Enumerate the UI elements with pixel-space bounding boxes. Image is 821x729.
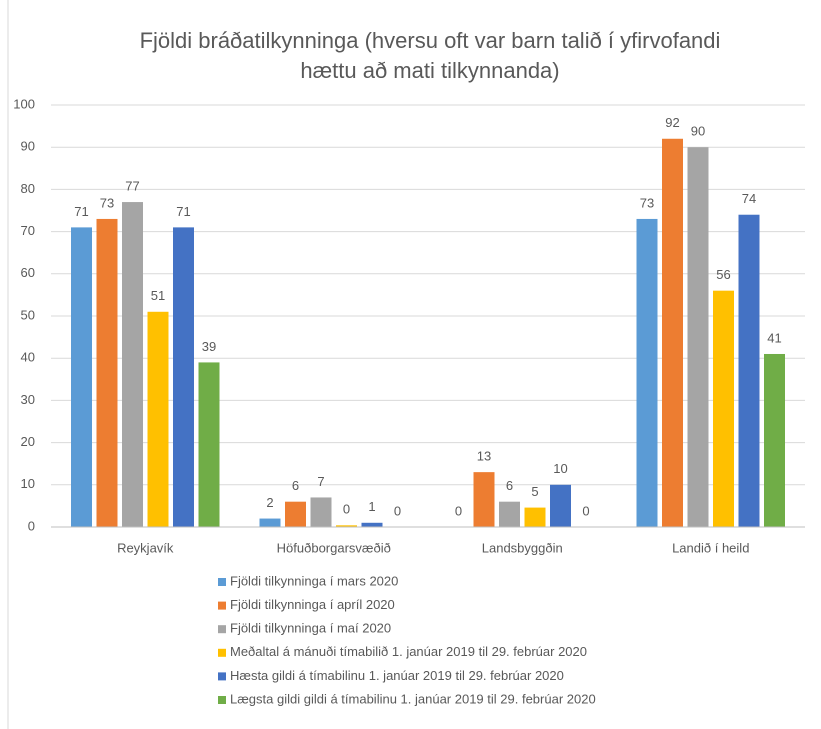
legend-swatch: [218, 578, 226, 586]
y-tick-label: 10: [21, 476, 35, 491]
data-label: 77: [125, 178, 139, 193]
data-label: 39: [202, 339, 216, 354]
bar: [524, 507, 546, 527]
y-tick-label: 60: [21, 265, 35, 280]
data-label: 71: [74, 204, 88, 219]
data-label: 5: [531, 484, 538, 499]
y-tick-label: 20: [21, 434, 35, 449]
bar: [687, 147, 709, 527]
data-label: 73: [640, 195, 654, 210]
legend-swatch: [218, 601, 226, 610]
bar: [122, 202, 143, 527]
bar: [499, 501, 520, 527]
legend-swatch: [218, 672, 226, 681]
legend-label: Fjöldi tilkynninga í apríl 2020: [230, 597, 395, 612]
data-label: 6: [292, 478, 299, 493]
legend-swatch: [218, 648, 226, 657]
legend-label: Meðaltal á mánuði tímabilið 1. janúar 20…: [230, 644, 587, 659]
bar: [198, 362, 220, 527]
bar: [738, 214, 760, 527]
data-label: 56: [716, 267, 730, 282]
data-label: 1: [368, 499, 375, 514]
bar: [764, 353, 785, 527]
data-label: 71: [176, 204, 190, 219]
x-tick-label: Landsbyggðin: [482, 540, 563, 555]
data-label: 74: [742, 191, 756, 206]
y-tick-label: 40: [21, 350, 35, 365]
data-label: 51: [151, 288, 165, 303]
y-tick-label: 70: [21, 223, 35, 238]
bar: [713, 290, 734, 527]
bar: [550, 484, 571, 527]
data-label: 0: [455, 503, 462, 518]
data-label: 10: [553, 461, 567, 476]
data-label: 92: [665, 115, 679, 130]
x-tick-label: Landið í heild: [672, 540, 749, 555]
legend-label: Hæsta gildi á tímabilinu 1. janúar 2019 …: [230, 668, 564, 683]
bar: [473, 472, 495, 527]
bar: [310, 497, 332, 527]
legend-label: Fjöldi tilkynninga í mars 2020: [230, 573, 398, 588]
data-label: 13: [477, 449, 491, 464]
bar: [636, 218, 658, 527]
bar: [361, 522, 383, 527]
x-tick-label: Höfuðborgarsvæðið: [277, 540, 391, 555]
bar: [147, 311, 169, 527]
legend-label: Lægsta gildi gildi á tímabilinu 1. janúa…: [230, 691, 596, 706]
bar: [173, 227, 194, 527]
bar: [662, 138, 683, 527]
data-label: 0: [582, 503, 589, 518]
legend-swatch: [218, 696, 226, 704]
y-tick-label: 30: [21, 392, 35, 407]
bar: [259, 518, 281, 527]
y-tick-label: 80: [21, 181, 35, 196]
data-label: 2: [266, 495, 273, 510]
y-tick-label: 90: [21, 139, 35, 154]
chart-title: Fjöldi bráðatilkynninga (hversu oft var …: [140, 28, 721, 53]
data-label: 41: [767, 330, 781, 345]
data-label: 90: [691, 124, 705, 139]
bar: [285, 501, 306, 527]
bar: [71, 227, 92, 527]
x-tick-label: Reykjavík: [117, 540, 174, 555]
y-tick-label: 0: [28, 518, 35, 533]
data-label: 73: [100, 195, 114, 210]
data-label: 6: [506, 478, 513, 493]
bar: [96, 218, 118, 527]
legend-swatch: [218, 625, 226, 634]
data-label: 0: [343, 502, 350, 517]
bar: [336, 525, 357, 527]
legend-label: Fjöldi tilkynninga í maí 2020: [230, 621, 391, 636]
data-label: 0: [394, 503, 401, 518]
chart-title: hættu að mati tilkynnanda): [300, 58, 559, 83]
data-label: 7: [317, 474, 324, 489]
y-tick-label: 100: [13, 96, 35, 111]
y-tick-label: 50: [21, 307, 35, 322]
